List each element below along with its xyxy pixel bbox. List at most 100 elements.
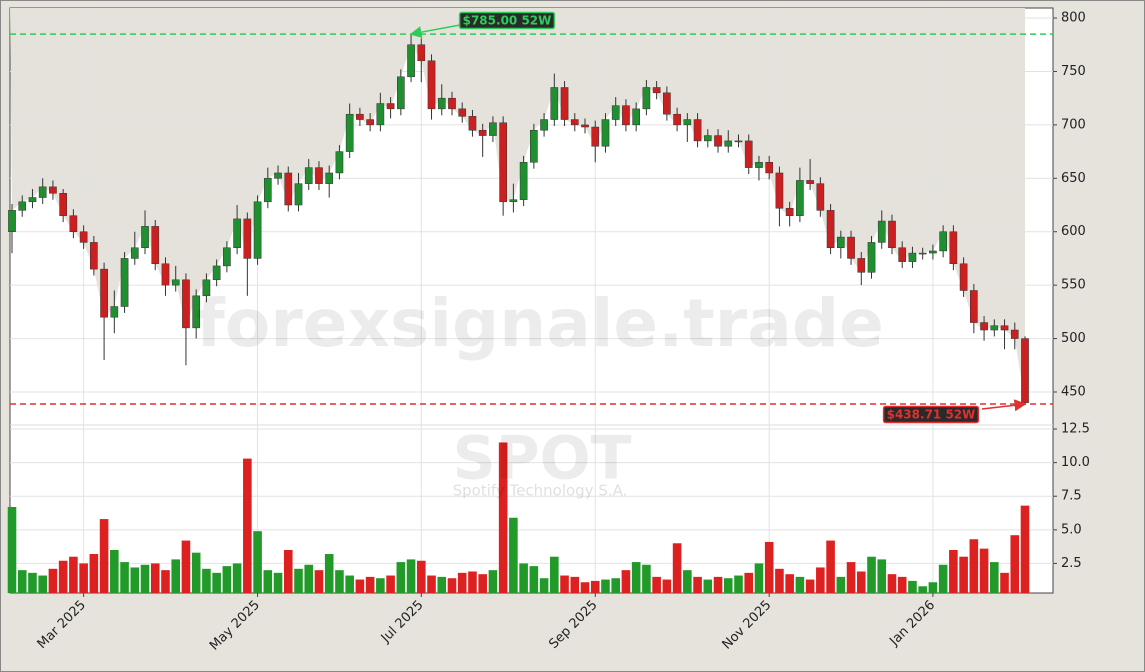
- y-tick-label: 550: [1061, 278, 1086, 293]
- volume-bar: [324, 554, 334, 593]
- volume-bar: [202, 568, 211, 593]
- candle-body: [376, 103, 385, 126]
- label-arrow: [409, 24, 461, 39]
- watermark-symbol: SPOT: [452, 424, 631, 494]
- candle-body: [724, 140, 733, 147]
- volume-bar: [253, 531, 262, 593]
- candle-body: [1010, 329, 1019, 339]
- y-tick-label: 650: [1061, 171, 1086, 186]
- volume-bar: [744, 572, 754, 593]
- candle-body: [959, 263, 968, 291]
- candle-body: [734, 140, 743, 143]
- volume-bar: [28, 572, 37, 593]
- candle-body: [468, 116, 477, 131]
- candle-body: [325, 172, 334, 184]
- candle-body: [540, 119, 548, 131]
- volume-bar: [693, 576, 702, 593]
- volume-bar: [734, 575, 743, 593]
- candle-body: [396, 76, 405, 110]
- y-tick-label: 750: [1061, 64, 1086, 79]
- candle-body: [202, 279, 211, 297]
- candle-body: [499, 122, 507, 203]
- volume-bar: [355, 579, 365, 593]
- candle-body: [171, 279, 180, 286]
- candle-body: [519, 162, 528, 200]
- volume-bar: [1000, 572, 1009, 593]
- volume-bar: [867, 556, 876, 593]
- candle-body: [263, 178, 272, 203]
- candle-body: [765, 162, 774, 174]
- candle-body: [622, 105, 630, 126]
- y-tick-label: 500: [1061, 331, 1086, 346]
- volume-bar: [273, 572, 283, 593]
- candle-body: [857, 258, 866, 273]
- volume-bar: [979, 548, 989, 593]
- volume-bar: [478, 574, 487, 593]
- y2-tick-label: 5.0: [1061, 522, 1082, 537]
- watermark-company: Spotify Technology S.A.: [453, 482, 628, 500]
- y2-tick-label: 12.5: [1061, 422, 1090, 437]
- volume-bar: [785, 574, 794, 593]
- candle-body: [836, 236, 845, 249]
- volume-bar: [959, 556, 968, 593]
- volume-bar: [1020, 505, 1030, 593]
- candle-body: [100, 268, 108, 318]
- candle-body: [918, 252, 927, 255]
- volume-bar: [918, 586, 927, 593]
- volume-bar: [89, 554, 99, 593]
- label-box: [882, 405, 980, 424]
- volume-bar: [335, 570, 344, 593]
- volume-bar: [723, 578, 733, 593]
- volume-bar: [683, 570, 692, 593]
- label-box: [458, 11, 556, 30]
- candle-body: [437, 97, 446, 110]
- candle-body: [663, 92, 671, 115]
- candle-body: [642, 87, 651, 110]
- volume-bar: [447, 578, 457, 593]
- candle-body: [356, 113, 364, 120]
- candle-body: [1021, 338, 1029, 403]
- candle-body: [335, 151, 344, 174]
- candle-body: [826, 210, 835, 249]
- candle-body: [120, 258, 129, 307]
- volume-bar: [856, 571, 866, 593]
- volume-bar: [713, 576, 723, 593]
- volume-bar: [754, 563, 764, 593]
- volume-bar: [69, 556, 78, 593]
- y-tick-label: 800: [1061, 11, 1086, 26]
- candle-body: [530, 129, 538, 163]
- volume-bar: [222, 566, 232, 593]
- candle-body: [898, 247, 907, 262]
- volume-bar: [560, 575, 569, 593]
- candle-body: [427, 60, 436, 110]
- candle-body: [816, 183, 825, 211]
- candle-body: [652, 87, 661, 94]
- candle-body: [407, 44, 415, 78]
- volume-bar: [263, 570, 273, 593]
- y2-tick-label: 10.0: [1061, 455, 1090, 470]
- volume-bar: [816, 567, 825, 593]
- candle-body: [294, 183, 303, 206]
- volume-bar: [191, 552, 201, 593]
- candle-body: [274, 172, 282, 179]
- volume-bar: [826, 540, 835, 593]
- candle-body: [253, 201, 262, 259]
- candle-body: [703, 135, 712, 142]
- candle-body: [970, 290, 978, 323]
- candle-body: [233, 218, 241, 249]
- candle-body: [888, 220, 896, 249]
- candle-body: [775, 172, 784, 209]
- candle-body: [28, 197, 37, 203]
- volume-bar: [48, 568, 58, 593]
- watermark: forexsignale.trade: [196, 285, 884, 362]
- candle-body: [69, 215, 78, 232]
- volume-bar: [795, 576, 805, 593]
- candle-body: [243, 218, 252, 259]
- low_52w-label: $438.71 52W: [882, 405, 980, 424]
- y-tick-label: 600: [1061, 224, 1086, 239]
- volume-bar: [877, 559, 887, 593]
- candle-body: [867, 242, 876, 273]
- volume-bar: [662, 579, 672, 593]
- volume-bar: [509, 517, 518, 593]
- candle-body: [632, 108, 641, 126]
